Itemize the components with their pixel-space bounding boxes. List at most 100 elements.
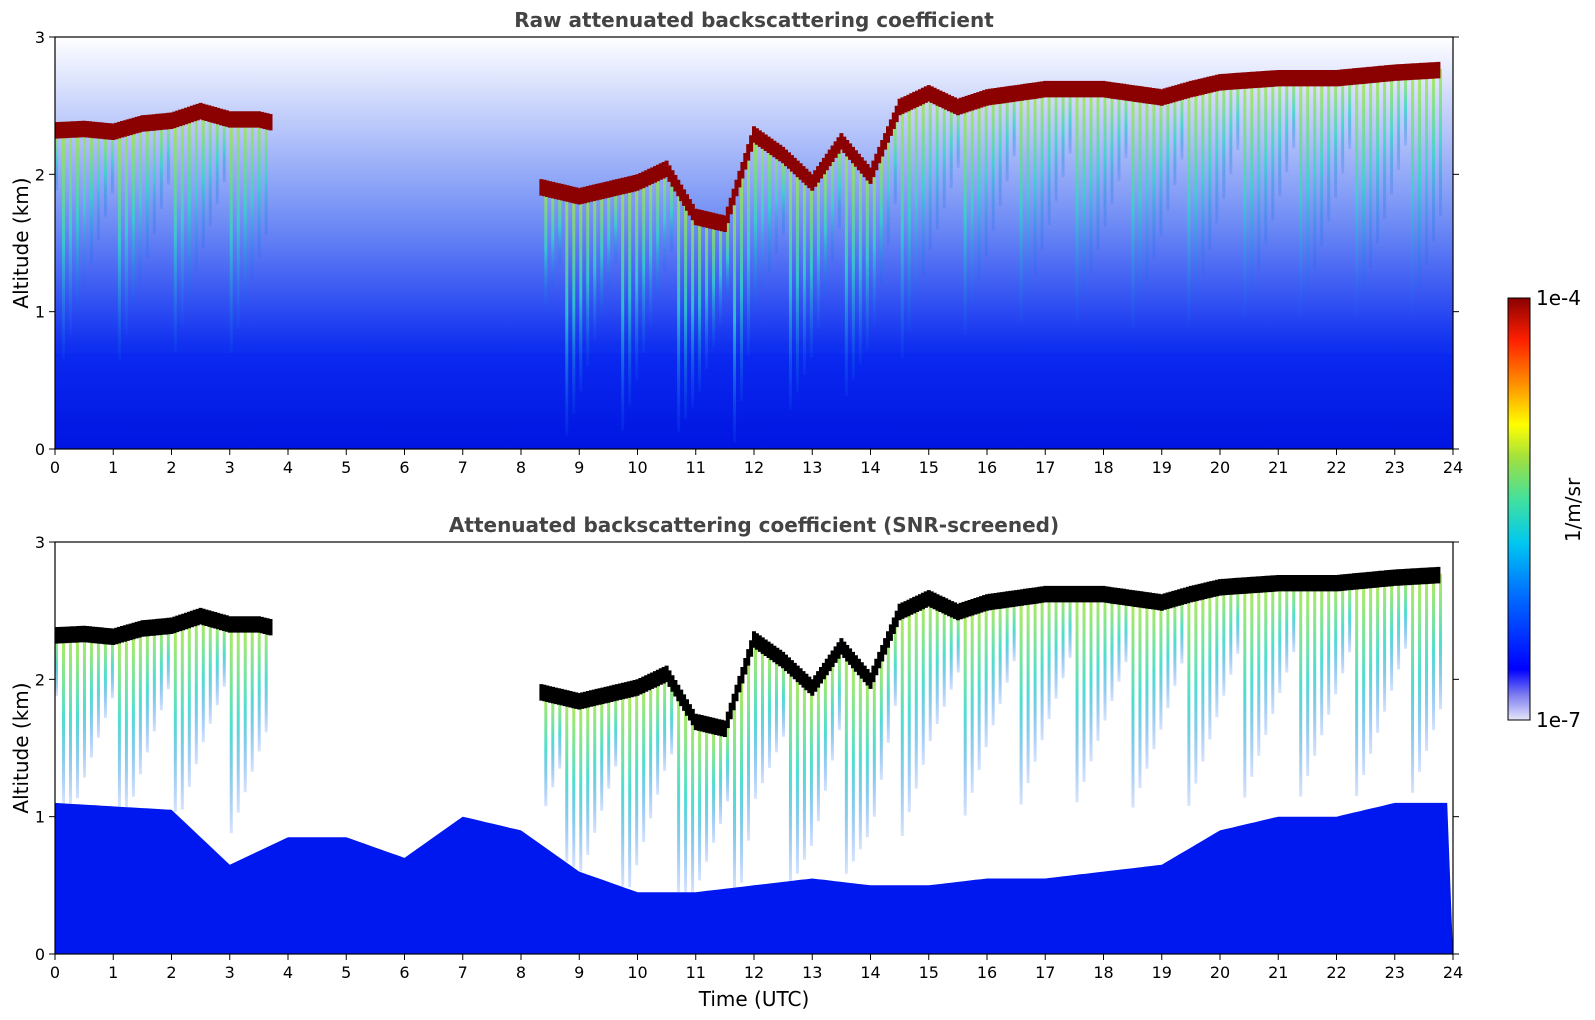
fallstreak	[1047, 87, 1051, 225]
fallstreak	[1194, 591, 1198, 784]
fallstreak	[250, 118, 254, 282]
fallstreak	[1257, 78, 1261, 270]
fallstreak	[110, 130, 114, 194]
fallstreak	[984, 96, 988, 257]
fallstreak	[565, 696, 569, 862]
fallstreak	[1425, 574, 1429, 752]
fallstreak	[1320, 581, 1324, 736]
fallstreak	[61, 128, 65, 359]
fallstreak	[1005, 598, 1009, 683]
fallstreak	[565, 191, 569, 436]
fallstreak	[1278, 76, 1282, 197]
fallstreak	[1082, 592, 1086, 782]
fallstreak	[208, 112, 212, 227]
fallstreak	[75, 128, 79, 311]
fallstreak	[691, 712, 695, 893]
fallstreak	[1222, 80, 1226, 199]
fallstreak	[865, 673, 869, 838]
fallstreak	[900, 105, 904, 359]
fallstreak	[152, 121, 156, 234]
fallstreak	[740, 175, 744, 401]
fallstreak	[1222, 585, 1226, 696]
fallstreak	[117, 129, 121, 361]
fallstreak	[1341, 76, 1345, 174]
fallstreak	[907, 101, 911, 332]
fallstreak	[719, 726, 723, 825]
x-tick-label: 17	[1035, 963, 1055, 982]
fallstreak	[642, 179, 646, 354]
x-tick-label: 15	[919, 963, 939, 982]
fallstreak	[1264, 77, 1268, 245]
fallstreak	[628, 183, 632, 406]
x-tick-label: 13	[802, 458, 822, 477]
fallstreak	[1033, 89, 1037, 275]
fallstreak	[712, 724, 716, 843]
fallstreak	[558, 189, 562, 266]
fallstreak	[914, 98, 918, 305]
fallstreak	[1397, 71, 1401, 170]
x-tick-label: 16	[977, 458, 997, 477]
fallstreak	[1271, 77, 1275, 221]
fallstreak	[1285, 76, 1289, 173]
fallstreak	[551, 693, 555, 788]
fallstreak	[705, 722, 709, 862]
fallstreak	[96, 633, 100, 738]
fallstreak	[1236, 584, 1240, 654]
fallstreak	[1110, 593, 1114, 702]
fallstreak	[572, 193, 576, 414]
fallstreak	[684, 701, 688, 893]
fallstreak	[1285, 581, 1289, 673]
y-axis-label: Altitude (km)	[9, 177, 33, 308]
fallstreak	[1159, 95, 1163, 236]
fallstreak	[823, 164, 827, 296]
colorbar-max-label: 1e-4	[1536, 286, 1581, 310]
fallstreak	[1096, 87, 1100, 251]
fallstreak	[600, 189, 604, 315]
fallstreak	[1068, 592, 1072, 658]
fallstreak	[1019, 91, 1023, 324]
fallstreak	[1334, 581, 1338, 695]
fallstreak	[551, 188, 555, 288]
fallstreak	[823, 669, 827, 791]
fallstreak	[963, 103, 967, 335]
fallstreak	[830, 154, 834, 263]
fallstreak	[802, 677, 806, 860]
x-tick-label: 24	[1443, 963, 1463, 982]
fallstreak	[180, 116, 184, 326]
fallstreak	[1012, 92, 1016, 157]
fallstreak	[747, 659, 751, 841]
fallstreak	[103, 634, 107, 719]
cloud-layer	[55, 566, 1441, 737]
fallstreak	[712, 219, 716, 348]
x-tick-label: 5	[341, 458, 351, 477]
fallstreak	[1075, 592, 1079, 803]
fallstreak	[1075, 87, 1079, 322]
fallstreak	[201, 110, 205, 249]
fallstreak	[159, 120, 163, 210]
fallstreak	[914, 603, 918, 789]
x-tick-label: 11	[686, 458, 706, 477]
fallstreak	[152, 626, 156, 732]
fallstreak	[236, 623, 240, 813]
fallstreak	[544, 691, 548, 807]
x-tick-label: 14	[860, 458, 880, 477]
fallstreak	[837, 144, 841, 229]
fallstreak	[1271, 582, 1275, 714]
y-axis-label: Altitude (km)	[9, 682, 33, 813]
fallstreak	[949, 101, 953, 189]
fallstreak	[865, 168, 869, 350]
x-tick-label: 7	[458, 963, 468, 982]
fallstreak	[921, 95, 925, 278]
fallstreak	[138, 123, 142, 284]
x-tick-label: 4	[283, 963, 293, 982]
fallstreak	[963, 608, 967, 816]
x-tick-label: 8	[516, 963, 526, 982]
fallstreak	[1432, 69, 1436, 241]
fallstreak	[1187, 593, 1191, 806]
fallstreak	[68, 633, 72, 804]
x-tick-label: 11	[686, 963, 706, 982]
fallstreak	[970, 101, 974, 309]
y-tick-label: 1	[35, 808, 45, 827]
fallstreak	[1397, 576, 1401, 670]
x-tick-label: 1	[108, 458, 118, 477]
